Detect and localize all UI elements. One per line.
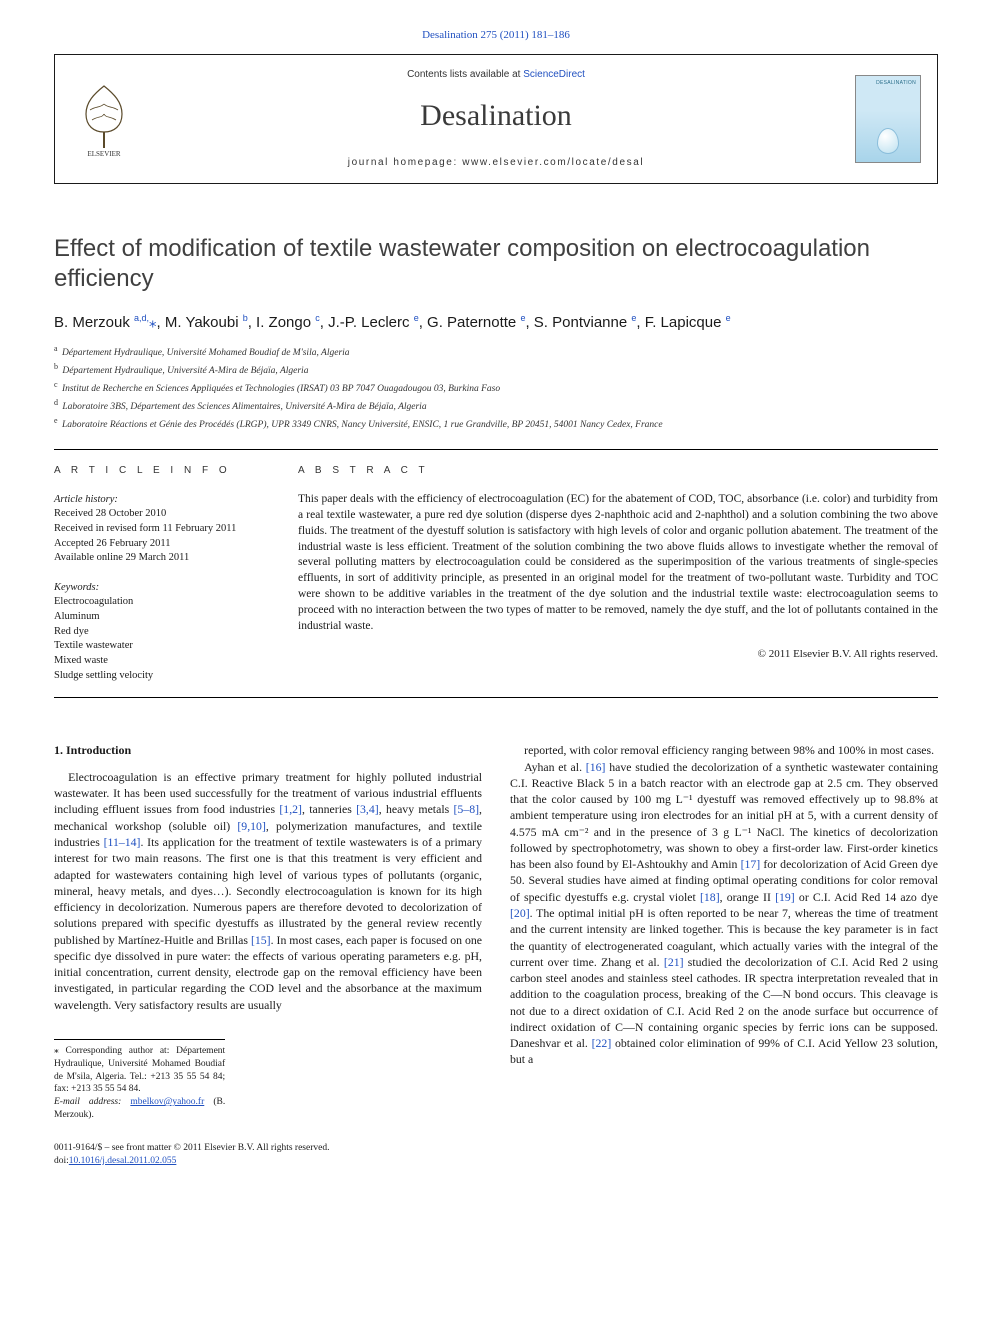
issn-copyright-block: 0011-9164/$ – see front matter © 2011 El… (54, 1142, 329, 1168)
affiliation-line: a Département Hydraulique, Université Mo… (54, 343, 938, 361)
corresponding-author-footnote: ⁎ Corresponding author at: Département H… (54, 1039, 225, 1122)
homepage-prefix: journal homepage: (348, 157, 462, 168)
journal-homepage-url[interactable]: www.elsevier.com/locate/desal (462, 157, 644, 168)
body-paragraph: reported, with color removal efficiency … (510, 742, 938, 758)
abstract-copyright: © 2011 Elsevier B.V. All rights reserved… (298, 647, 938, 663)
citation-link[interactable]: [1,2] (279, 802, 302, 816)
journal-header: ELSEVIER Contents lists available at Sci… (54, 54, 938, 184)
corr-author-text: ⁎ Corresponding author at: Département H… (54, 1045, 225, 1096)
affiliation-line: e Laboratoire Réactions et Génie des Pro… (54, 415, 938, 433)
affiliation-line: c Institut de Recherche en Sciences Appl… (54, 379, 938, 397)
citation-link[interactable]: [16] (586, 760, 606, 774)
article-history-heading: Article history: (54, 492, 266, 507)
article-info-heading: A R T I C L E I N F O (54, 464, 266, 479)
citation-link[interactable]: [21] (664, 955, 684, 969)
journal-homepage-line: journal homepage: www.elsevier.com/locat… (348, 156, 644, 171)
elsevier-tree-logo-icon: ELSEVIER (72, 80, 136, 158)
article-title: Effect of modification of textile wastew… (54, 234, 938, 294)
section-heading: 1. Introduction (54, 742, 482, 759)
journal-cover-icon: DESALINATION (855, 75, 921, 163)
citation-link[interactable]: [17] (741, 857, 761, 871)
sciencedirect-link[interactable]: ScienceDirect (523, 69, 585, 80)
affiliation-list: a Département Hydraulique, Université Mo… (54, 343, 938, 433)
keyword-line: Mixed waste (54, 654, 266, 669)
section-number: 1. (54, 743, 63, 757)
citation-link[interactable]: [15] (251, 933, 271, 947)
journal-name: Desalination (420, 94, 572, 138)
doi-link[interactable]: 10.1016/j.desal.2011.02.055 (69, 1156, 177, 1166)
cover-title-text: DESALINATION (876, 80, 916, 87)
journal-cover-slot: DESALINATION (839, 55, 937, 183)
keyword-line: Electrocoagulation (54, 595, 266, 610)
section-title-text: Introduction (66, 743, 131, 757)
svg-text:ELSEVIER: ELSEVIER (87, 150, 120, 158)
keyword-line: Textile wastewater (54, 639, 266, 654)
keyword-line: Red dye (54, 625, 266, 640)
history-line: Received in revised form 11 February 201… (54, 522, 266, 537)
contents-prefix: Contents lists available at (407, 69, 523, 80)
issn-line: 0011-9164/$ – see front matter © 2011 El… (54, 1142, 329, 1155)
cover-droplet-icon (877, 128, 899, 154)
divider-rule (54, 449, 938, 450)
doi-prefix: doi: (54, 1156, 69, 1166)
history-line: Available online 29 March 2011 (54, 551, 266, 566)
history-line: Received 28 October 2010 (54, 507, 266, 522)
citation-link[interactable]: [18] (700, 890, 720, 904)
page-footer-row: 0011-9164/$ – see front matter © 2011 El… (54, 1142, 938, 1168)
citation-link[interactable]: [3,4] (356, 802, 379, 816)
body-paragraph: Ayhan et al. [16] have studied the decol… (510, 759, 938, 1068)
body-two-column: 1. Introduction Electrocoagulation is an… (54, 742, 938, 1121)
keywords-lines: ElectrocoagulationAluminumRed dyeTextile… (54, 595, 266, 683)
author-list: B. Merzouk a,d,⁎, M. Yakoubi b, I. Zongo… (54, 312, 938, 333)
citation-link[interactable]: [20] (510, 906, 530, 920)
abstract-text: This paper deals with the efficiency of … (298, 492, 938, 635)
history-line: Accepted 26 February 2011 (54, 537, 266, 552)
body-paragraph: Electrocoagulation is an effective prima… (54, 769, 482, 1013)
citation-link[interactable]: [22] (592, 1036, 612, 1050)
abstract-heading: A B S T R A C T (298, 464, 938, 479)
citation-link[interactable]: [9,10] (237, 819, 266, 833)
publisher-logo-slot: ELSEVIER (55, 55, 153, 183)
affiliation-line: d Laboratoire 3BS, Département des Scien… (54, 397, 938, 415)
keyword-line: Aluminum (54, 610, 266, 625)
email-label: E-mail address: (54, 1097, 121, 1107)
citation-link[interactable]: [5–8] (453, 802, 479, 816)
contents-lists-line: Contents lists available at ScienceDirec… (407, 68, 585, 83)
citation-link[interactable]: [19] (775, 890, 795, 904)
article-history-lines: Received 28 October 2010Received in revi… (54, 507, 266, 566)
journal-ref-link[interactable]: Desalination 275 (2011) 181–186 (54, 28, 938, 44)
citation-link[interactable]: [11–14] (104, 835, 141, 849)
affiliation-line: b Département Hydraulique, Université A-… (54, 361, 938, 379)
keyword-line: Sludge settling velocity (54, 669, 266, 684)
keywords-heading: Keywords: (54, 580, 266, 595)
corr-author-email-link[interactable]: mbelkov@yahoo.fr (130, 1097, 204, 1107)
